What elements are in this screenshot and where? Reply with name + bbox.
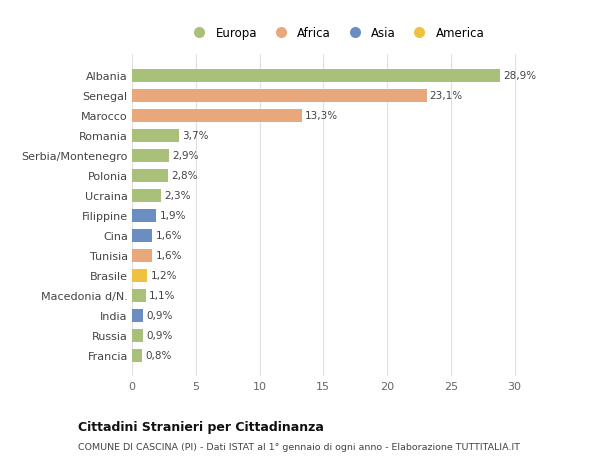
Bar: [132, 269, 148, 282]
Text: 1,6%: 1,6%: [155, 231, 182, 241]
Bar: [132, 229, 152, 242]
Text: COMUNE DI CASCINA (PI) - Dati ISTAT al 1° gennaio di ogni anno - Elaborazione TU: COMUNE DI CASCINA (PI) - Dati ISTAT al 1…: [78, 442, 520, 451]
Text: 2,8%: 2,8%: [171, 171, 197, 181]
Text: 28,9%: 28,9%: [503, 71, 537, 81]
Text: 0,8%: 0,8%: [145, 350, 172, 360]
Text: 2,3%: 2,3%: [164, 191, 191, 201]
Bar: [132, 309, 143, 322]
Text: 23,1%: 23,1%: [430, 91, 463, 101]
Text: 1,6%: 1,6%: [155, 251, 182, 261]
Text: 1,2%: 1,2%: [151, 270, 177, 280]
Bar: [132, 289, 146, 302]
Bar: [132, 349, 142, 362]
Legend: Europa, Africa, Asia, America: Europa, Africa, Asia, America: [182, 22, 490, 45]
Bar: [132, 249, 152, 262]
Text: 0,9%: 0,9%: [146, 330, 173, 340]
Bar: [132, 169, 168, 182]
Text: 13,3%: 13,3%: [305, 111, 338, 121]
Bar: [132, 90, 427, 102]
Bar: [132, 129, 179, 142]
Bar: [132, 110, 302, 123]
Text: 0,9%: 0,9%: [146, 310, 173, 320]
Bar: [132, 189, 161, 202]
Text: 2,9%: 2,9%: [172, 151, 199, 161]
Bar: [132, 70, 500, 83]
Bar: [132, 150, 169, 162]
Text: 3,7%: 3,7%: [182, 131, 209, 141]
Text: Cittadini Stranieri per Cittadinanza: Cittadini Stranieri per Cittadinanza: [78, 420, 324, 433]
Bar: [132, 329, 143, 342]
Bar: [132, 209, 156, 222]
Text: 1,1%: 1,1%: [149, 291, 176, 301]
Text: 1,9%: 1,9%: [160, 211, 186, 221]
